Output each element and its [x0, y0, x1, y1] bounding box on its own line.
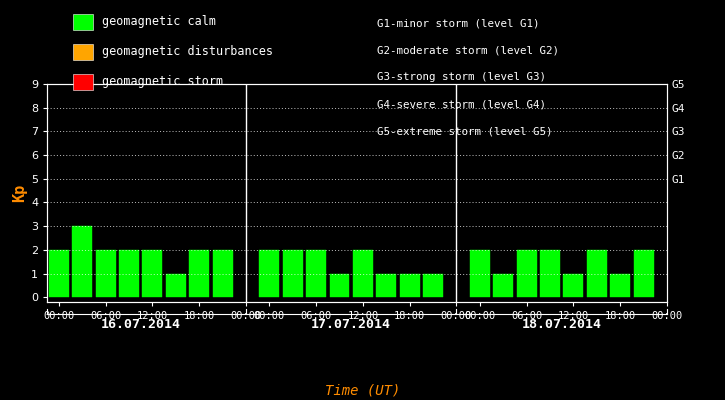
Text: G4-severe storm (level G4): G4-severe storm (level G4)	[377, 100, 546, 110]
Bar	[423, 274, 443, 297]
Text: G2-moderate storm (level G2): G2-moderate storm (level G2)	[377, 45, 559, 55]
Bar	[330, 274, 349, 297]
Bar	[587, 250, 607, 297]
Bar	[283, 250, 302, 297]
Bar	[49, 250, 69, 297]
Bar	[470, 250, 490, 297]
Bar	[166, 274, 186, 297]
Text: geomagnetic storm: geomagnetic storm	[102, 76, 223, 88]
Bar	[353, 250, 373, 297]
Text: Time (UT): Time (UT)	[325, 383, 400, 397]
Text: geomagnetic disturbances: geomagnetic disturbances	[102, 46, 273, 58]
Bar	[142, 250, 162, 297]
Bar	[399, 274, 420, 297]
Y-axis label: Kp: Kp	[12, 184, 27, 202]
Bar	[376, 274, 397, 297]
Bar	[260, 250, 279, 297]
Text: G3-strong storm (level G3): G3-strong storm (level G3)	[377, 72, 546, 82]
Bar	[610, 274, 630, 297]
Bar	[517, 250, 536, 297]
Bar	[540, 250, 560, 297]
Text: 17.07.2014: 17.07.2014	[311, 318, 392, 330]
Text: G1-minor storm (level G1): G1-minor storm (level G1)	[377, 18, 539, 28]
Text: G5-extreme storm (level G5): G5-extreme storm (level G5)	[377, 127, 552, 137]
Bar	[189, 250, 209, 297]
Bar	[493, 274, 513, 297]
Bar	[563, 274, 584, 297]
Bar	[212, 250, 233, 297]
Bar	[634, 250, 653, 297]
Text: 16.07.2014: 16.07.2014	[101, 318, 181, 330]
Bar	[306, 250, 326, 297]
Bar	[96, 250, 115, 297]
Bar	[72, 226, 92, 297]
Text: 18.07.2014: 18.07.2014	[522, 318, 602, 330]
Bar	[119, 250, 139, 297]
Text: geomagnetic calm: geomagnetic calm	[102, 16, 215, 28]
